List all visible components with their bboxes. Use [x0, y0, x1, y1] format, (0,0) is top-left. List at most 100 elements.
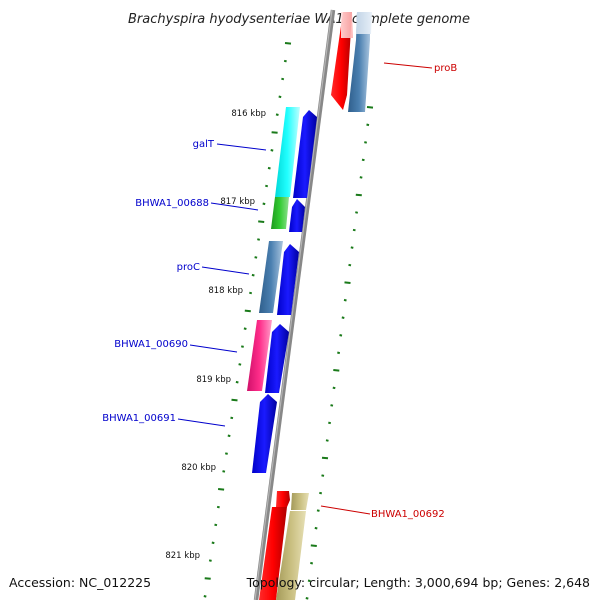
inner-tick-minor [238, 363, 242, 366]
gene-arrow-BHWA1_00692[interactable] [276, 491, 290, 507]
outer-tick-minor [325, 439, 329, 442]
inner-tick-minor [254, 256, 258, 259]
outer-tick-major [344, 281, 351, 284]
outer-tick-minor [343, 298, 347, 302]
inner-tick-minor [265, 184, 269, 188]
outer-tick-minor [319, 491, 323, 495]
gene-overlay-proB [341, 12, 353, 38]
inner-tick-minor [275, 113, 279, 116]
outer-tick-minor [328, 421, 332, 425]
outer-tick-major [310, 544, 317, 547]
gene-label-BHWA1_00690[interactable]: BHWA1_00690 [114, 339, 188, 350]
gene-label-BHWA1_00692[interactable]: BHWA1_00692 [371, 509, 445, 520]
gene-arrow-BHWA1_00690-strand[interactable] [265, 324, 289, 393]
gene-bar-khaki-top[interactable] [291, 493, 309, 510]
leader-proC [201, 266, 250, 275]
outer-tick-minor [355, 211, 359, 214]
outer-tick-major [321, 456, 329, 460]
map-title: Brachyspira hyodysenteriae WA1, complete… [128, 12, 470, 27]
gene-bar-khaki-bottom[interactable] [276, 511, 306, 600]
inner-tick-major [218, 488, 225, 491]
inner-tick-major [271, 131, 278, 134]
inner-tick-minor [281, 77, 285, 81]
gene-arrow-BHWA1_00691[interactable] [252, 394, 277, 473]
outer-tick-minor [305, 597, 309, 600]
gene-bar-galT[interactable] [275, 107, 300, 197]
outer-tick-major [333, 369, 340, 372]
kbp-label-818: 818 kbp [208, 286, 243, 296]
gene-label-BHWA1_00691[interactable]: BHWA1_00691 [102, 413, 176, 424]
inner-tick-minor [227, 434, 231, 438]
inner-tick-major [231, 398, 238, 402]
inner-tick-minor [240, 345, 244, 348]
inner-tick-minor [211, 541, 215, 545]
accession-text: Accession: NC_012225 [9, 575, 151, 590]
gene-bar-steel-top[interactable] [348, 12, 370, 112]
inner-tick-minor [235, 380, 239, 384]
outer-tick-minor [316, 509, 320, 512]
gene-arrow-galT-strand[interactable] [293, 110, 317, 198]
inner-tick-minor [249, 291, 253, 295]
gene-bar-BHWA1_00690[interactable] [247, 320, 272, 391]
inner-tick-minor [203, 595, 207, 598]
leader-BHWA1_00692 [320, 505, 371, 515]
gene-bar-BHWA1_00688[interactable] [271, 197, 289, 229]
outer-tick-row [305, 106, 374, 600]
inner-tick-major [204, 577, 211, 580]
inner-tick-minor [270, 149, 274, 152]
genome-backbone-highlight [254, 9, 333, 600]
inner-tick-minor [262, 202, 266, 206]
kbp-label-821: 821 kbp [165, 551, 200, 561]
kbp-label-817: 817 kbp [220, 197, 255, 207]
inner-tick-minor [243, 327, 247, 330]
kbp-label-816: 816 kbp [231, 109, 266, 119]
gene-bar-red-bottom[interactable] [259, 507, 287, 600]
outer-tick-minor [310, 561, 314, 565]
outer-tick-minor [366, 123, 370, 127]
inner-tick-major [258, 220, 265, 223]
outer-tick-minor [307, 579, 311, 583]
gene-label-galT[interactable]: galT [193, 139, 215, 150]
outer-tick-minor [359, 176, 363, 179]
outer-tick-minor [348, 263, 352, 267]
outer-tick-minor [314, 526, 318, 530]
inner-tick-minor [208, 559, 212, 562]
genome-backbone [253, 9, 336, 600]
leader-galT [216, 143, 267, 151]
inner-tick-minor [214, 523, 218, 527]
leader-BHWA1_00690 [189, 344, 238, 353]
gene-bar-proC[interactable] [259, 241, 283, 313]
kbp-label-819: 819 kbp [196, 375, 231, 385]
outer-tick-major [366, 106, 374, 109]
inner-tick-major [244, 309, 251, 313]
inner-tick-major [284, 42, 292, 45]
kbp-label-820: 820 kbp [181, 463, 216, 473]
inner-tick-minor [251, 273, 255, 277]
inner-tick-minor [216, 505, 220, 509]
outer-tick-minor [341, 316, 345, 319]
outer-tick-minor [361, 158, 365, 162]
inner-tick-row [203, 42, 292, 598]
gene-overlay-steel-top [356, 12, 372, 34]
outer-tick-minor [364, 141, 368, 144]
outer-tick-major [355, 193, 362, 197]
outer-tick-minor [321, 474, 325, 477]
gene-label-proC[interactable]: proC [177, 262, 200, 273]
gene-arrow-proC-strand[interactable] [277, 244, 299, 315]
gene-arrow-BHWA1_00688-strand[interactable] [289, 199, 305, 232]
gene-label-BHWA1_00688[interactable]: BHWA1_00688 [135, 198, 209, 209]
outer-tick-minor [330, 404, 334, 407]
outer-tick-minor [352, 228, 356, 232]
outer-tick-minor [350, 246, 354, 249]
inner-tick-minor [222, 470, 226, 473]
inner-tick-minor [267, 166, 271, 170]
inner-tick-minor [224, 452, 228, 455]
inner-tick-minor [257, 238, 261, 241]
leader-BHWA1_00688 [210, 202, 259, 211]
inner-tick-minor [230, 416, 234, 420]
kbp-scale: 816 kbp 817 kbp 818 kbp 819 kbp 820 kbp … [165, 109, 266, 561]
outer-tick-minor [332, 386, 336, 390]
gene-label-proB[interactable]: proB [434, 63, 457, 74]
outer-tick-minor [339, 334, 343, 337]
